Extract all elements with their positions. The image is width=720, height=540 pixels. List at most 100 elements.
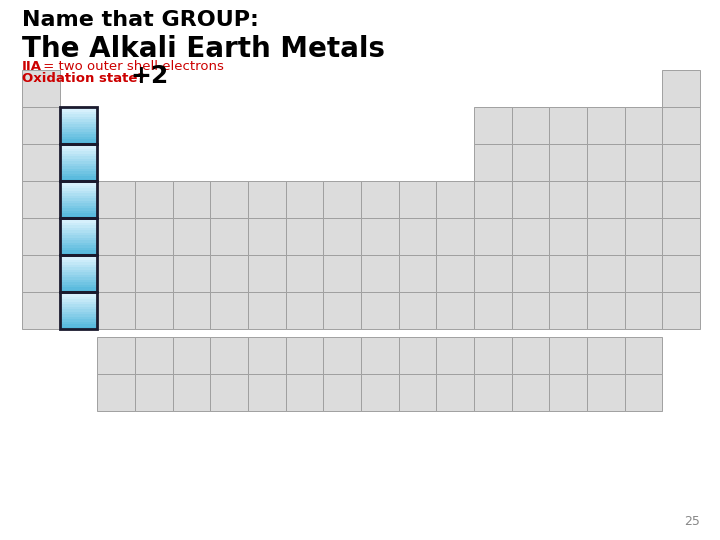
Bar <box>60 196 97 198</box>
Bar <box>60 280 97 282</box>
Bar <box>60 319 97 322</box>
Bar <box>60 253 97 255</box>
Bar <box>474 337 512 374</box>
Bar <box>474 107 512 144</box>
Bar <box>286 255 323 292</box>
Bar <box>323 337 361 374</box>
Bar <box>436 292 474 329</box>
Bar <box>625 292 662 329</box>
Bar <box>60 316 97 319</box>
Bar <box>60 191 97 193</box>
Bar <box>286 181 323 218</box>
Bar <box>60 233 97 235</box>
Bar <box>60 294 97 297</box>
Bar <box>549 255 587 292</box>
Bar <box>22 255 60 292</box>
Bar <box>60 240 97 242</box>
Bar <box>512 107 549 144</box>
Bar <box>60 206 97 208</box>
Bar <box>60 161 97 164</box>
Bar <box>135 218 173 255</box>
Bar <box>60 262 97 265</box>
Bar <box>135 374 173 411</box>
Bar <box>60 122 97 124</box>
Bar <box>97 181 135 218</box>
Bar <box>173 337 210 374</box>
Bar <box>323 218 361 255</box>
Bar <box>60 110 97 112</box>
Bar <box>60 258 97 260</box>
Bar <box>361 255 399 292</box>
Bar <box>587 374 625 411</box>
Bar <box>60 139 97 141</box>
Bar <box>60 238 97 240</box>
Bar <box>436 337 474 374</box>
Bar <box>474 255 512 292</box>
Bar <box>549 181 587 218</box>
Bar <box>60 270 97 272</box>
Bar <box>587 181 625 218</box>
Bar <box>173 181 210 218</box>
Bar <box>60 144 97 181</box>
Bar <box>399 218 436 255</box>
Bar <box>97 337 135 374</box>
Bar <box>97 292 135 329</box>
Bar <box>135 181 173 218</box>
Text: IIA: IIA <box>22 60 42 73</box>
Bar <box>625 181 662 218</box>
Bar <box>361 374 399 411</box>
Bar <box>60 302 97 305</box>
Bar <box>60 292 97 294</box>
Bar <box>60 228 97 231</box>
Bar <box>587 218 625 255</box>
Bar <box>60 149 97 151</box>
Text: 25: 25 <box>684 515 700 528</box>
Bar <box>60 151 97 154</box>
Bar <box>60 137 97 139</box>
Bar <box>60 107 97 144</box>
Bar <box>587 144 625 181</box>
Bar <box>60 134 97 137</box>
Bar <box>60 186 97 188</box>
Bar <box>60 248 97 250</box>
Bar <box>662 255 700 292</box>
Bar <box>60 324 97 327</box>
Bar <box>60 166 97 168</box>
Bar <box>286 337 323 374</box>
Bar <box>512 255 549 292</box>
Bar <box>173 292 210 329</box>
Bar <box>474 374 512 411</box>
Bar <box>60 112 97 114</box>
Text: Name that GROUP:: Name that GROUP: <box>22 10 259 30</box>
Bar <box>625 144 662 181</box>
Bar <box>60 159 97 161</box>
Bar <box>60 181 97 218</box>
Bar <box>625 337 662 374</box>
Bar <box>60 282 97 285</box>
Bar <box>60 215 97 218</box>
Bar <box>60 220 97 223</box>
Bar <box>60 312 97 314</box>
Bar <box>436 181 474 218</box>
Bar <box>60 193 97 196</box>
Bar <box>248 337 286 374</box>
Bar <box>323 255 361 292</box>
Bar <box>662 144 700 181</box>
Bar <box>60 188 97 191</box>
Bar <box>512 292 549 329</box>
Bar <box>60 299 97 302</box>
Bar <box>361 181 399 218</box>
Bar <box>135 255 173 292</box>
Bar <box>323 292 361 329</box>
Bar <box>60 289 97 292</box>
Bar <box>135 337 173 374</box>
Bar <box>436 374 474 411</box>
Bar <box>323 374 361 411</box>
Bar <box>135 292 173 329</box>
Bar <box>60 218 97 220</box>
Bar <box>60 322 97 324</box>
Bar <box>60 272 97 275</box>
Bar <box>60 107 97 110</box>
Bar <box>286 374 323 411</box>
Bar <box>549 292 587 329</box>
